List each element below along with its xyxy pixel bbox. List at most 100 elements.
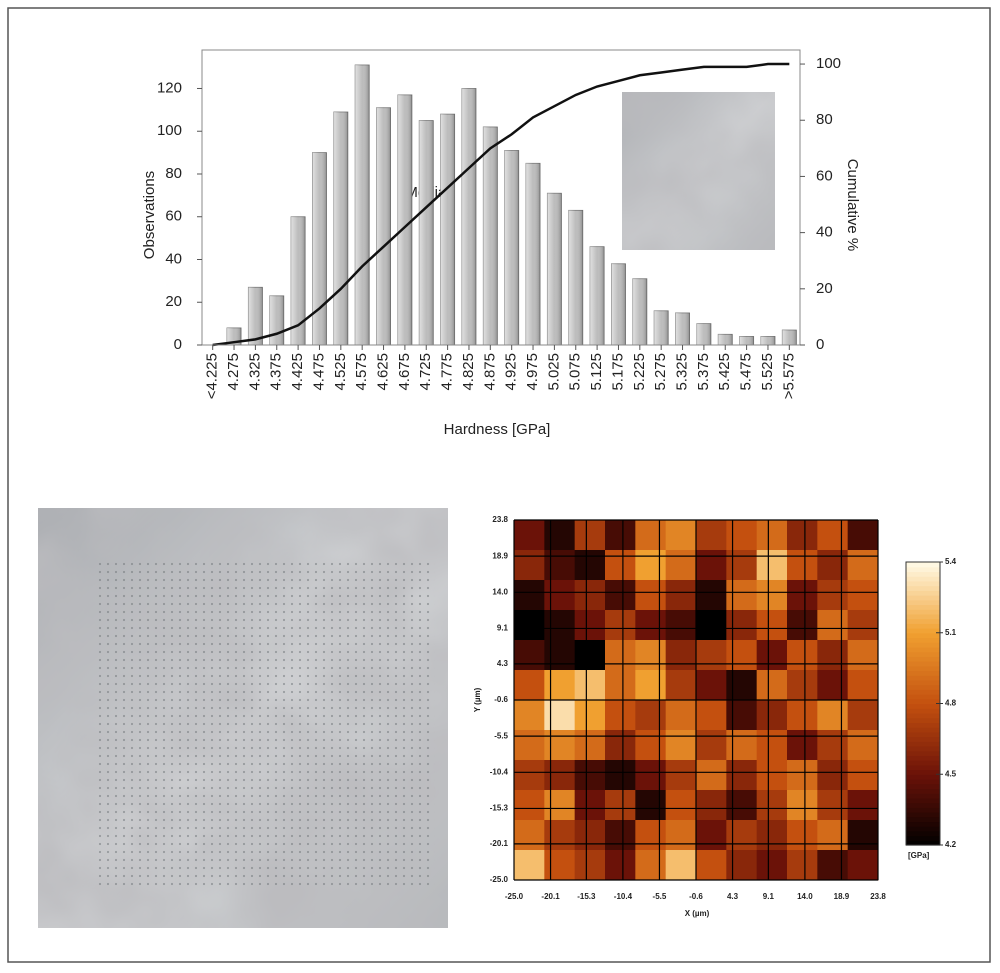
heat-cell xyxy=(787,670,818,701)
heat-cell xyxy=(665,730,697,761)
heat-cell xyxy=(696,670,727,701)
heat-cell xyxy=(817,670,849,701)
heat-cell xyxy=(514,610,545,641)
plot-frame xyxy=(201,49,801,346)
heat-cell xyxy=(665,610,697,641)
bar-shade xyxy=(440,114,455,345)
heat-cell xyxy=(726,700,758,731)
y2-tick-label: 80 xyxy=(816,111,833,128)
heat-cell xyxy=(726,640,758,671)
cumulative-line xyxy=(212,62,790,347)
heat-cell xyxy=(787,640,818,671)
colorbar-step xyxy=(906,811,940,818)
colorbar-step xyxy=(906,670,940,676)
heat-cell xyxy=(787,790,818,821)
colorbar-step xyxy=(906,637,940,643)
heat-cell xyxy=(544,760,576,791)
colorbar-tick-label: 5.4 xyxy=(945,557,957,566)
heat-cell xyxy=(514,550,545,581)
y-tick-label: 0 xyxy=(174,336,182,353)
colorbar-step xyxy=(906,642,940,648)
colorbar-step xyxy=(906,679,940,686)
colorbar-step xyxy=(906,628,940,634)
colorbar-step xyxy=(906,595,940,601)
y2-tick-label: 60 xyxy=(816,167,833,184)
bar-shade xyxy=(419,120,434,345)
heat-cell xyxy=(635,790,667,821)
colorbar-step xyxy=(906,675,940,681)
heat-cell xyxy=(696,760,727,791)
heat-cell xyxy=(787,700,818,731)
bar-shade xyxy=(291,216,306,345)
heat-cell xyxy=(574,820,606,851)
colorbar-step xyxy=(906,826,940,832)
x-tick-label: 4.825 xyxy=(460,353,477,391)
heat-cell xyxy=(544,820,576,851)
heat-cell xyxy=(787,520,818,551)
colorbar-step xyxy=(906,745,940,752)
heat-cell xyxy=(726,580,758,611)
colorbar-tick-label: 4.5 xyxy=(945,769,957,778)
colorbar-step xyxy=(906,609,940,615)
colorbar-step xyxy=(906,830,940,837)
heat-cell xyxy=(726,610,758,641)
colorbar-step xyxy=(906,741,940,747)
x-tick-label: -10.4 xyxy=(614,892,633,901)
y-tick-label: 60 xyxy=(165,208,182,225)
heat-cell xyxy=(696,730,727,761)
x-tick-label: 5.475 xyxy=(738,353,755,391)
heat-cell xyxy=(635,730,667,761)
heat-cell xyxy=(605,580,636,611)
colorbar-step xyxy=(906,585,940,591)
x-tick-label: -20.1 xyxy=(541,892,560,901)
colorbar-step xyxy=(906,646,940,653)
heat-cell xyxy=(787,820,818,851)
heat-cell xyxy=(544,670,576,701)
colorbar-step xyxy=(906,835,940,841)
heat-cell xyxy=(726,850,758,881)
heat-cell xyxy=(847,610,879,641)
heat-cell xyxy=(756,850,788,881)
heat-cell xyxy=(605,730,636,761)
x-tick-label: 4.625 xyxy=(375,353,392,391)
heat-cell xyxy=(817,820,849,851)
heat-cell xyxy=(514,790,545,821)
bar-shade xyxy=(333,111,348,345)
heat-cell xyxy=(574,580,606,611)
colorbar-step xyxy=(906,722,940,728)
bar-shade xyxy=(611,263,626,345)
colorbar-step xyxy=(906,750,940,756)
heat-cell xyxy=(665,640,697,671)
y-tick-label: 4.3 xyxy=(497,659,509,668)
heat-cell xyxy=(817,580,849,611)
colorbar-title: [GPa] xyxy=(908,851,930,860)
colorbar-step xyxy=(906,618,940,624)
heat-cell xyxy=(544,550,576,581)
micrograph xyxy=(38,508,448,928)
heat-cell xyxy=(514,580,545,611)
heat-cell xyxy=(787,850,818,881)
colorbar-step xyxy=(906,793,940,799)
x-tick-label: 23.8 xyxy=(870,892,886,901)
heat-cell xyxy=(696,640,727,671)
colorbar-step xyxy=(906,760,940,766)
x-tick-label: 4.875 xyxy=(481,353,498,391)
heat-cell xyxy=(574,520,606,551)
heat-cell xyxy=(787,550,818,581)
colorbar-step xyxy=(906,623,940,629)
bar-shade xyxy=(312,152,327,345)
heat-cell xyxy=(544,730,576,761)
y-tick-label: 120 xyxy=(157,79,182,96)
colorbar-step xyxy=(906,689,940,695)
x-tick-label: 4.275 xyxy=(225,353,242,391)
heat-cell xyxy=(605,760,636,791)
heat-cell xyxy=(756,820,788,851)
heat-cell xyxy=(544,520,576,551)
colorbar-step xyxy=(906,703,940,709)
heat-cell xyxy=(665,670,697,701)
heat-cell xyxy=(635,670,667,701)
colorbar-step xyxy=(906,599,940,606)
hardness-map: X (µm) Y (µm) [GPa] -25.0 -20.1 -15.3 -10.4… xyxy=(473,515,957,918)
heat-cell xyxy=(514,730,545,761)
heat-cell xyxy=(635,820,667,851)
